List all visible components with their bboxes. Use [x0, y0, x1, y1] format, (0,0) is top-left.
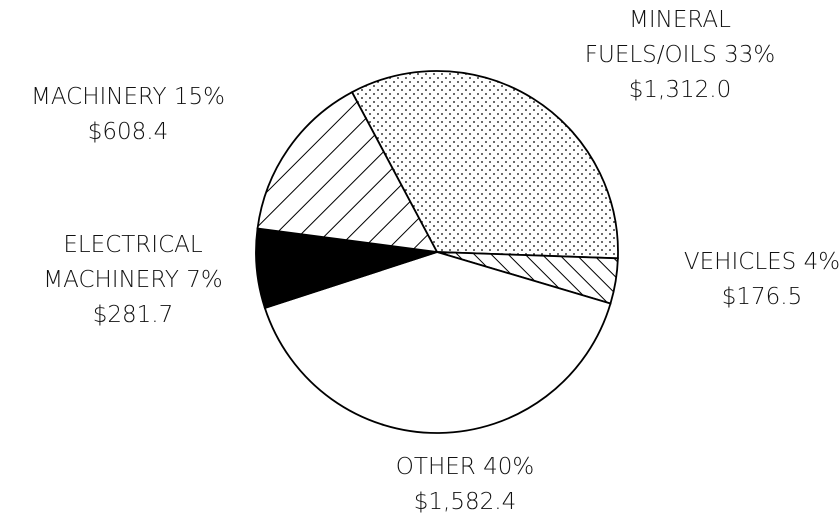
slice-label: VEHICLES 4% $176.5 [684, 245, 840, 315]
slice-amount: $176.5 [721, 284, 803, 310]
slice-amount: $1,582.4 [413, 489, 517, 515]
slice-name: MACHINERY [30, 84, 167, 110]
slice-amount: $281.7 [92, 302, 174, 328]
slice-name: VEHICLES [683, 249, 797, 275]
slice-percent: 15% [173, 84, 226, 110]
slice-label: MACHINERY 15% $608.4 [31, 80, 225, 150]
slice-name: OTHER [395, 454, 476, 480]
pie-slice [350, 70, 619, 260]
slice-amount: $608.4 [87, 119, 169, 145]
slice-percent: 33% [724, 42, 776, 68]
slice-name: MINERAL FUELS/OILS [584, 7, 731, 68]
slice-percent: 7% [186, 267, 223, 293]
slice-percent: 40% [483, 454, 535, 480]
slice-label: ELECTRICAL MACHINERY 7% $281.7 [23, 228, 243, 333]
pie-slice [256, 90, 439, 254]
slice-name: ELECTRICAL MACHINERY [43, 232, 203, 293]
slice-label: MINERAL FUELS/OILS 33% $1,312.0 [580, 3, 780, 108]
slice-percent: 4% [803, 249, 840, 275]
slice-amount: $1,312.0 [628, 77, 732, 103]
slice-label: OTHER 40% $1,582.4 [396, 450, 534, 518]
pie-slice [263, 251, 612, 434]
